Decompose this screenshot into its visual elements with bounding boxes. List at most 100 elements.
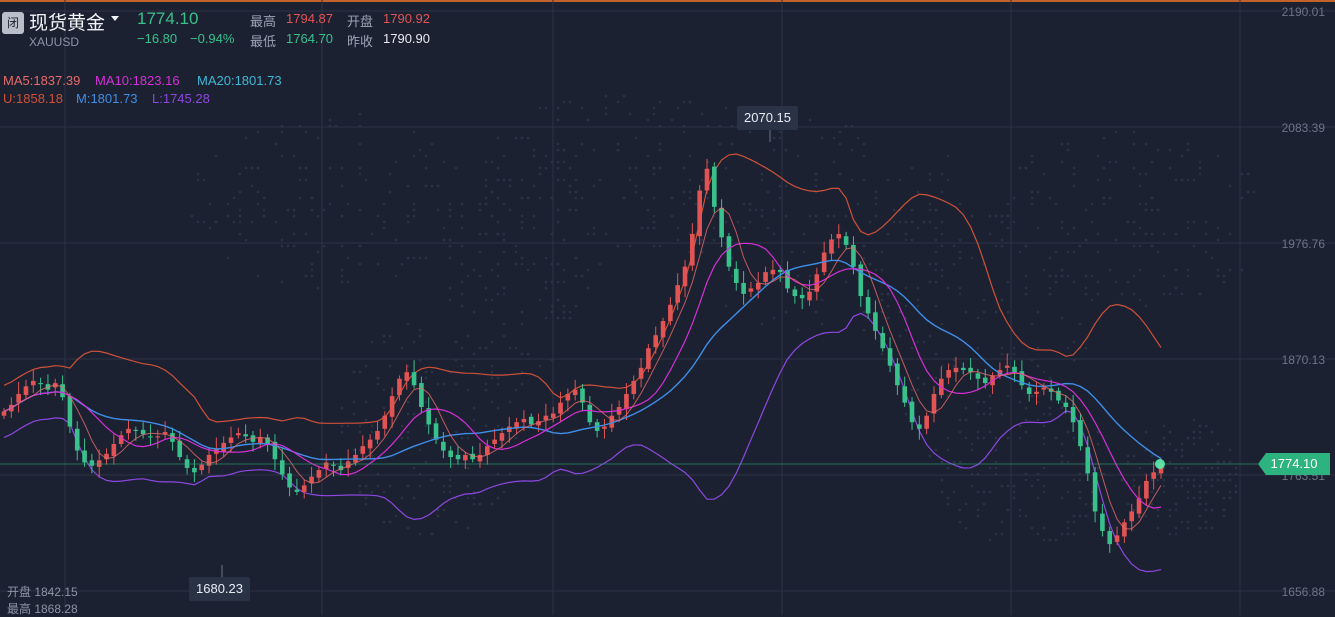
map-dot [1162,292,1166,296]
map-dot [424,376,428,380]
map-dot [1144,142,1148,146]
map-dot [880,352,884,356]
map-dot [388,190,392,194]
map-dot [556,280,560,284]
map-dot [1036,346,1040,350]
map-dot [484,388,488,392]
map-dot [796,154,800,158]
map-dot [1030,160,1034,164]
map-dot [436,508,440,512]
map-dot [424,184,428,188]
map-dot [1156,514,1160,518]
map-dot [1066,460,1070,464]
map-dot [1186,478,1190,482]
map-dot [352,448,356,452]
map-dot [448,244,452,248]
map-dot [304,130,308,134]
candle-body [287,473,292,488]
map-dot [340,430,344,434]
candle-body [602,426,607,429]
map-dot [736,220,740,224]
map-dot [586,286,590,290]
map-dot [898,310,902,314]
map-dot [670,214,674,218]
map-dot [418,256,422,260]
map-dot [352,412,356,416]
map-dot [538,196,542,200]
map-dot [1144,208,1148,212]
map-dot [1150,478,1154,482]
instrument-title[interactable]: 现货黄金 [29,13,106,34]
map-dot [340,214,344,218]
map-dot [1216,478,1220,482]
map-dot [604,112,608,116]
map-dot [1006,508,1010,512]
map-dot [742,202,746,206]
candle-body [294,489,300,492]
map-dot [880,250,884,254]
map-dot [826,214,830,218]
map-dot [520,370,524,374]
map-dot [442,238,446,242]
map-dot [820,136,824,140]
map-dot [910,238,914,242]
map-dot [700,178,704,182]
map-dot [1024,286,1028,290]
map-dot [1078,322,1082,326]
candle-body [880,333,886,349]
map-dot [304,274,308,278]
map-dot [1234,490,1238,494]
map-dot [1024,430,1028,434]
map-dot [412,496,416,500]
map-dot [472,268,476,272]
candle-body [309,476,314,484]
chevron-down-icon[interactable] [111,16,119,21]
map-dot [1036,478,1040,482]
map-dot [1042,412,1046,416]
map-dot [1036,532,1040,536]
candle-body [748,288,754,292]
map-dot [520,262,524,266]
map-dot [436,184,440,188]
map-dot [1156,478,1160,482]
map-dot [1060,220,1064,224]
map-dot [760,214,764,218]
map-dot [1096,430,1100,434]
candle-body [697,190,702,237]
map-dot [1048,256,1052,260]
map-dot [544,286,548,290]
map-dot [1132,142,1136,146]
map-dot [1204,424,1208,428]
map-dot [1162,274,1166,278]
candle-body [792,289,798,297]
map-dot [790,250,794,254]
map-dot [1030,394,1034,398]
map-dot [904,232,908,236]
map-dot [1102,166,1106,170]
map-dot [1108,178,1112,182]
map-dot [916,376,920,380]
map-dot [544,154,548,158]
map-dot [490,400,494,404]
map-dot [376,484,380,488]
map-dot [568,208,572,212]
map-dot [874,214,878,218]
candle-body [1070,407,1076,423]
map-dot [568,190,572,194]
map-dot [454,520,458,524]
candle-body [323,462,329,470]
map-dot [862,310,866,314]
map-dot [1102,136,1106,140]
map-dot [544,256,548,260]
map-dot [916,304,920,308]
map-dot [772,208,776,212]
map-dot [358,424,362,428]
candle-body [360,446,366,454]
map-dot [1114,238,1118,242]
map-dot [748,220,752,224]
map-dot [994,214,998,218]
map-dot [448,208,452,212]
map-dot [724,166,728,170]
map-dot [1030,526,1034,530]
